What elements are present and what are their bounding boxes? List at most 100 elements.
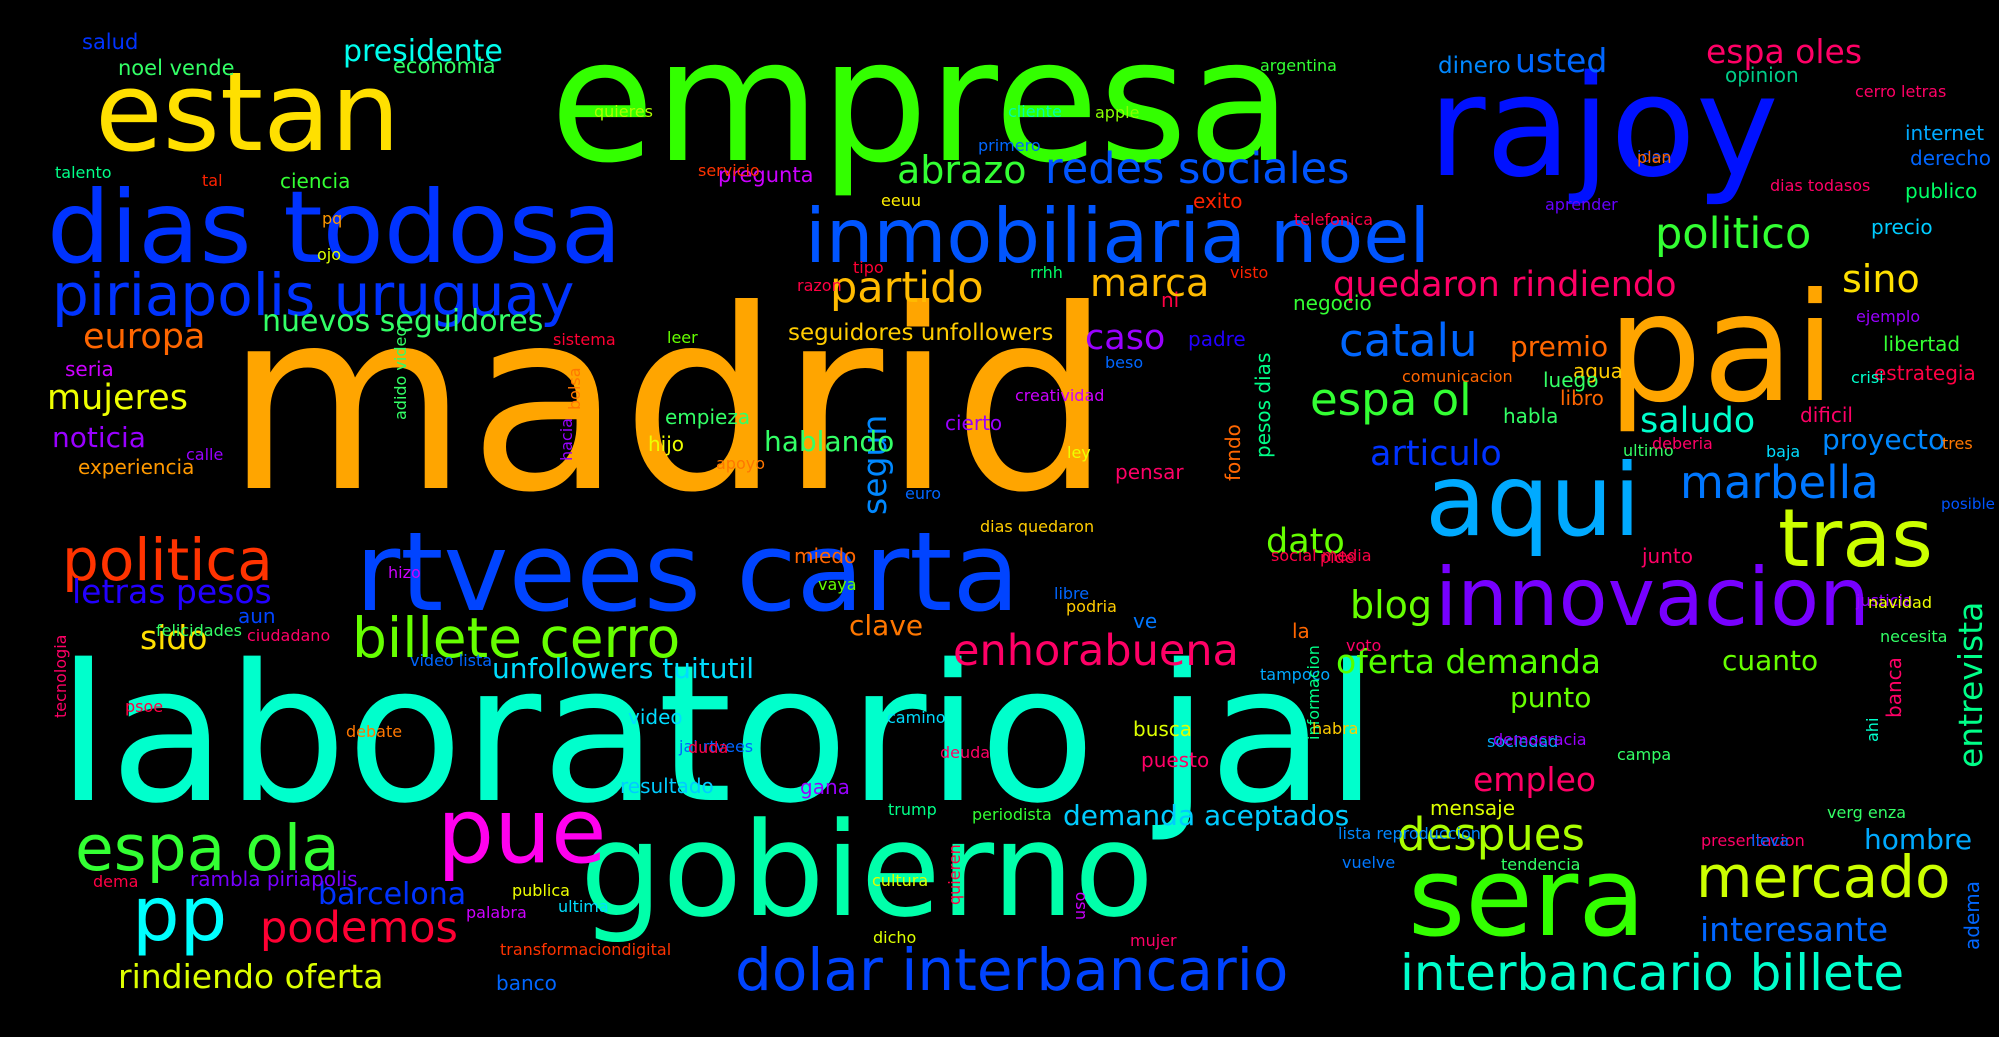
word-banco: banco	[496, 971, 557, 995]
word-telefonica: telefonica	[1294, 210, 1373, 229]
word-miedo: miedo	[794, 544, 856, 568]
word-politico: politico	[1655, 209, 1811, 259]
word-calle: calle	[186, 445, 223, 464]
word-talento: talento	[55, 163, 112, 182]
word-lista-reproduccion: lista reproduccion	[1338, 824, 1481, 843]
word-tendencia: tendencia	[1501, 855, 1580, 874]
word-laboratorio-jal: laboratorio jal	[57, 624, 1378, 845]
word-la: la	[1292, 619, 1310, 643]
word-empresa: empresa	[550, 3, 1292, 201]
word-navidad: navidad	[1868, 593, 1932, 612]
word-ojo: ojo	[317, 245, 341, 264]
word-resultado: resultado	[620, 774, 714, 798]
word-uso: uso	[1070, 892, 1089, 920]
word-innovacion: innovacion	[1435, 551, 1870, 644]
word-idea: idea	[1637, 147, 1671, 166]
word-tecnologia: tecnologia	[51, 635, 70, 718]
word-usted: usted	[1515, 41, 1607, 80]
word-argentina: argentina	[1260, 56, 1337, 75]
word-libre: libre	[1054, 584, 1089, 603]
word-nuevos-seguidores: nuevos seguidores	[262, 304, 543, 339]
word-apoyo: apoyo	[716, 454, 765, 473]
word-proyecto: proyecto	[1822, 423, 1945, 456]
word-sino: sino	[1842, 257, 1920, 301]
word-caso: caso	[1085, 318, 1165, 358]
word-pp: pp	[132, 870, 227, 958]
word-noticia: noticia	[52, 421, 146, 454]
word-trump: trump	[888, 800, 937, 819]
word-podria: podria	[1066, 597, 1117, 616]
word-experiencia: experiencia	[78, 455, 194, 479]
word-inmobiliaria-noel: inmobiliaria noel	[805, 192, 1430, 280]
word-rindiendo-oferta: rindiendo oferta	[118, 957, 383, 996]
word-cuanto: cuanto	[1722, 644, 1818, 677]
word-hablando: hablando	[764, 425, 894, 458]
word-blog: blog	[1350, 583, 1432, 627]
word-opinion: opinion	[1725, 63, 1799, 87]
word-oferta-demanda: oferta demanda	[1336, 642, 1601, 681]
word-pai: pai	[1607, 262, 1836, 436]
word-ahi: ahi	[1863, 718, 1882, 742]
word-posible: posible	[1941, 495, 1995, 513]
word-aqui: aqui	[1425, 442, 1641, 559]
word-espa-oles: espa oles	[1706, 32, 1862, 71]
word-eeuu: eeuu	[881, 191, 921, 210]
word-dicho: dicho	[873, 928, 916, 947]
word-dias-quedaron: dias quedaron	[980, 517, 1094, 536]
word-publica: publica	[512, 881, 570, 900]
word-padre: padre	[1188, 327, 1246, 351]
word-empleo: empleo	[1473, 760, 1596, 799]
word-billete-cerro: billete cerro	[352, 606, 680, 670]
word-campa: campa	[1617, 745, 1671, 764]
word-pensar: pensar	[1115, 460, 1184, 484]
word-pregunta: pregunta	[718, 163, 813, 187]
word-cliente: cliente	[1008, 102, 1062, 121]
word-deberia: deberia	[1652, 434, 1713, 453]
word-informacion: informacion	[1304, 645, 1323, 740]
word-duda: duda	[688, 738, 728, 757]
word-sera: sera	[1408, 833, 1646, 961]
word-habra: habra	[1312, 719, 1358, 738]
word-hombre: hombre	[1864, 823, 1972, 856]
word-ejemplo: ejemplo	[1856, 307, 1920, 326]
word-ciudadano: ciudadano	[247, 626, 330, 645]
word-mujeres: mujeres	[47, 378, 188, 418]
word-tal: tal	[202, 171, 223, 190]
word-negocio: negocio	[1293, 291, 1372, 315]
word-empieza: empieza	[665, 405, 750, 429]
word-necesita: necesita	[1880, 627, 1947, 646]
word-rrhh: rrhh	[1030, 263, 1063, 282]
word-justicia: justicia	[1855, 591, 1913, 610]
word-presidente: presidente	[343, 34, 503, 69]
word-beso: beso	[1105, 353, 1143, 372]
word-despues: despues	[1397, 808, 1585, 861]
word-debate: debate	[346, 722, 402, 741]
word-libertad: libertad	[1883, 332, 1960, 356]
word-quedaron-rindiendo: quedaron rindiendo	[1333, 265, 1677, 305]
word-quieren: quieren	[945, 844, 964, 905]
word-busca: busca	[1133, 717, 1192, 741]
word-democracia: democracia	[1493, 730, 1587, 749]
word-mercado: mercado	[1696, 843, 1951, 911]
word-puesto: puesto	[1141, 748, 1209, 772]
word-interesante: interesante	[1700, 910, 1888, 949]
word-hacia: hacia	[557, 418, 576, 461]
word-gobierno: gobierno	[580, 794, 1154, 946]
word-ley: ley	[1067, 443, 1091, 462]
word-tipo: tipo	[853, 258, 884, 277]
word-internet: internet	[1905, 121, 1984, 145]
word-catalu: catalu	[1339, 314, 1478, 367]
word-marca: marca	[1090, 261, 1209, 305]
word-interbancario-billete: interbancario billete	[1400, 944, 1904, 1002]
word-vuelve: vuelve	[1342, 853, 1395, 872]
word-tres: tres	[1942, 434, 1973, 453]
word-estan: estan	[95, 48, 400, 176]
word-publico: publico	[1905, 179, 1977, 203]
word-fondo: fondo	[1221, 424, 1245, 481]
word-bolsa: bolsa	[565, 367, 584, 410]
word-luego: luego	[1543, 368, 1598, 392]
word-leer: leer	[667, 328, 698, 347]
word-ultimo: ultimo	[1623, 441, 1674, 460]
word-plan: plan	[1637, 148, 1672, 167]
